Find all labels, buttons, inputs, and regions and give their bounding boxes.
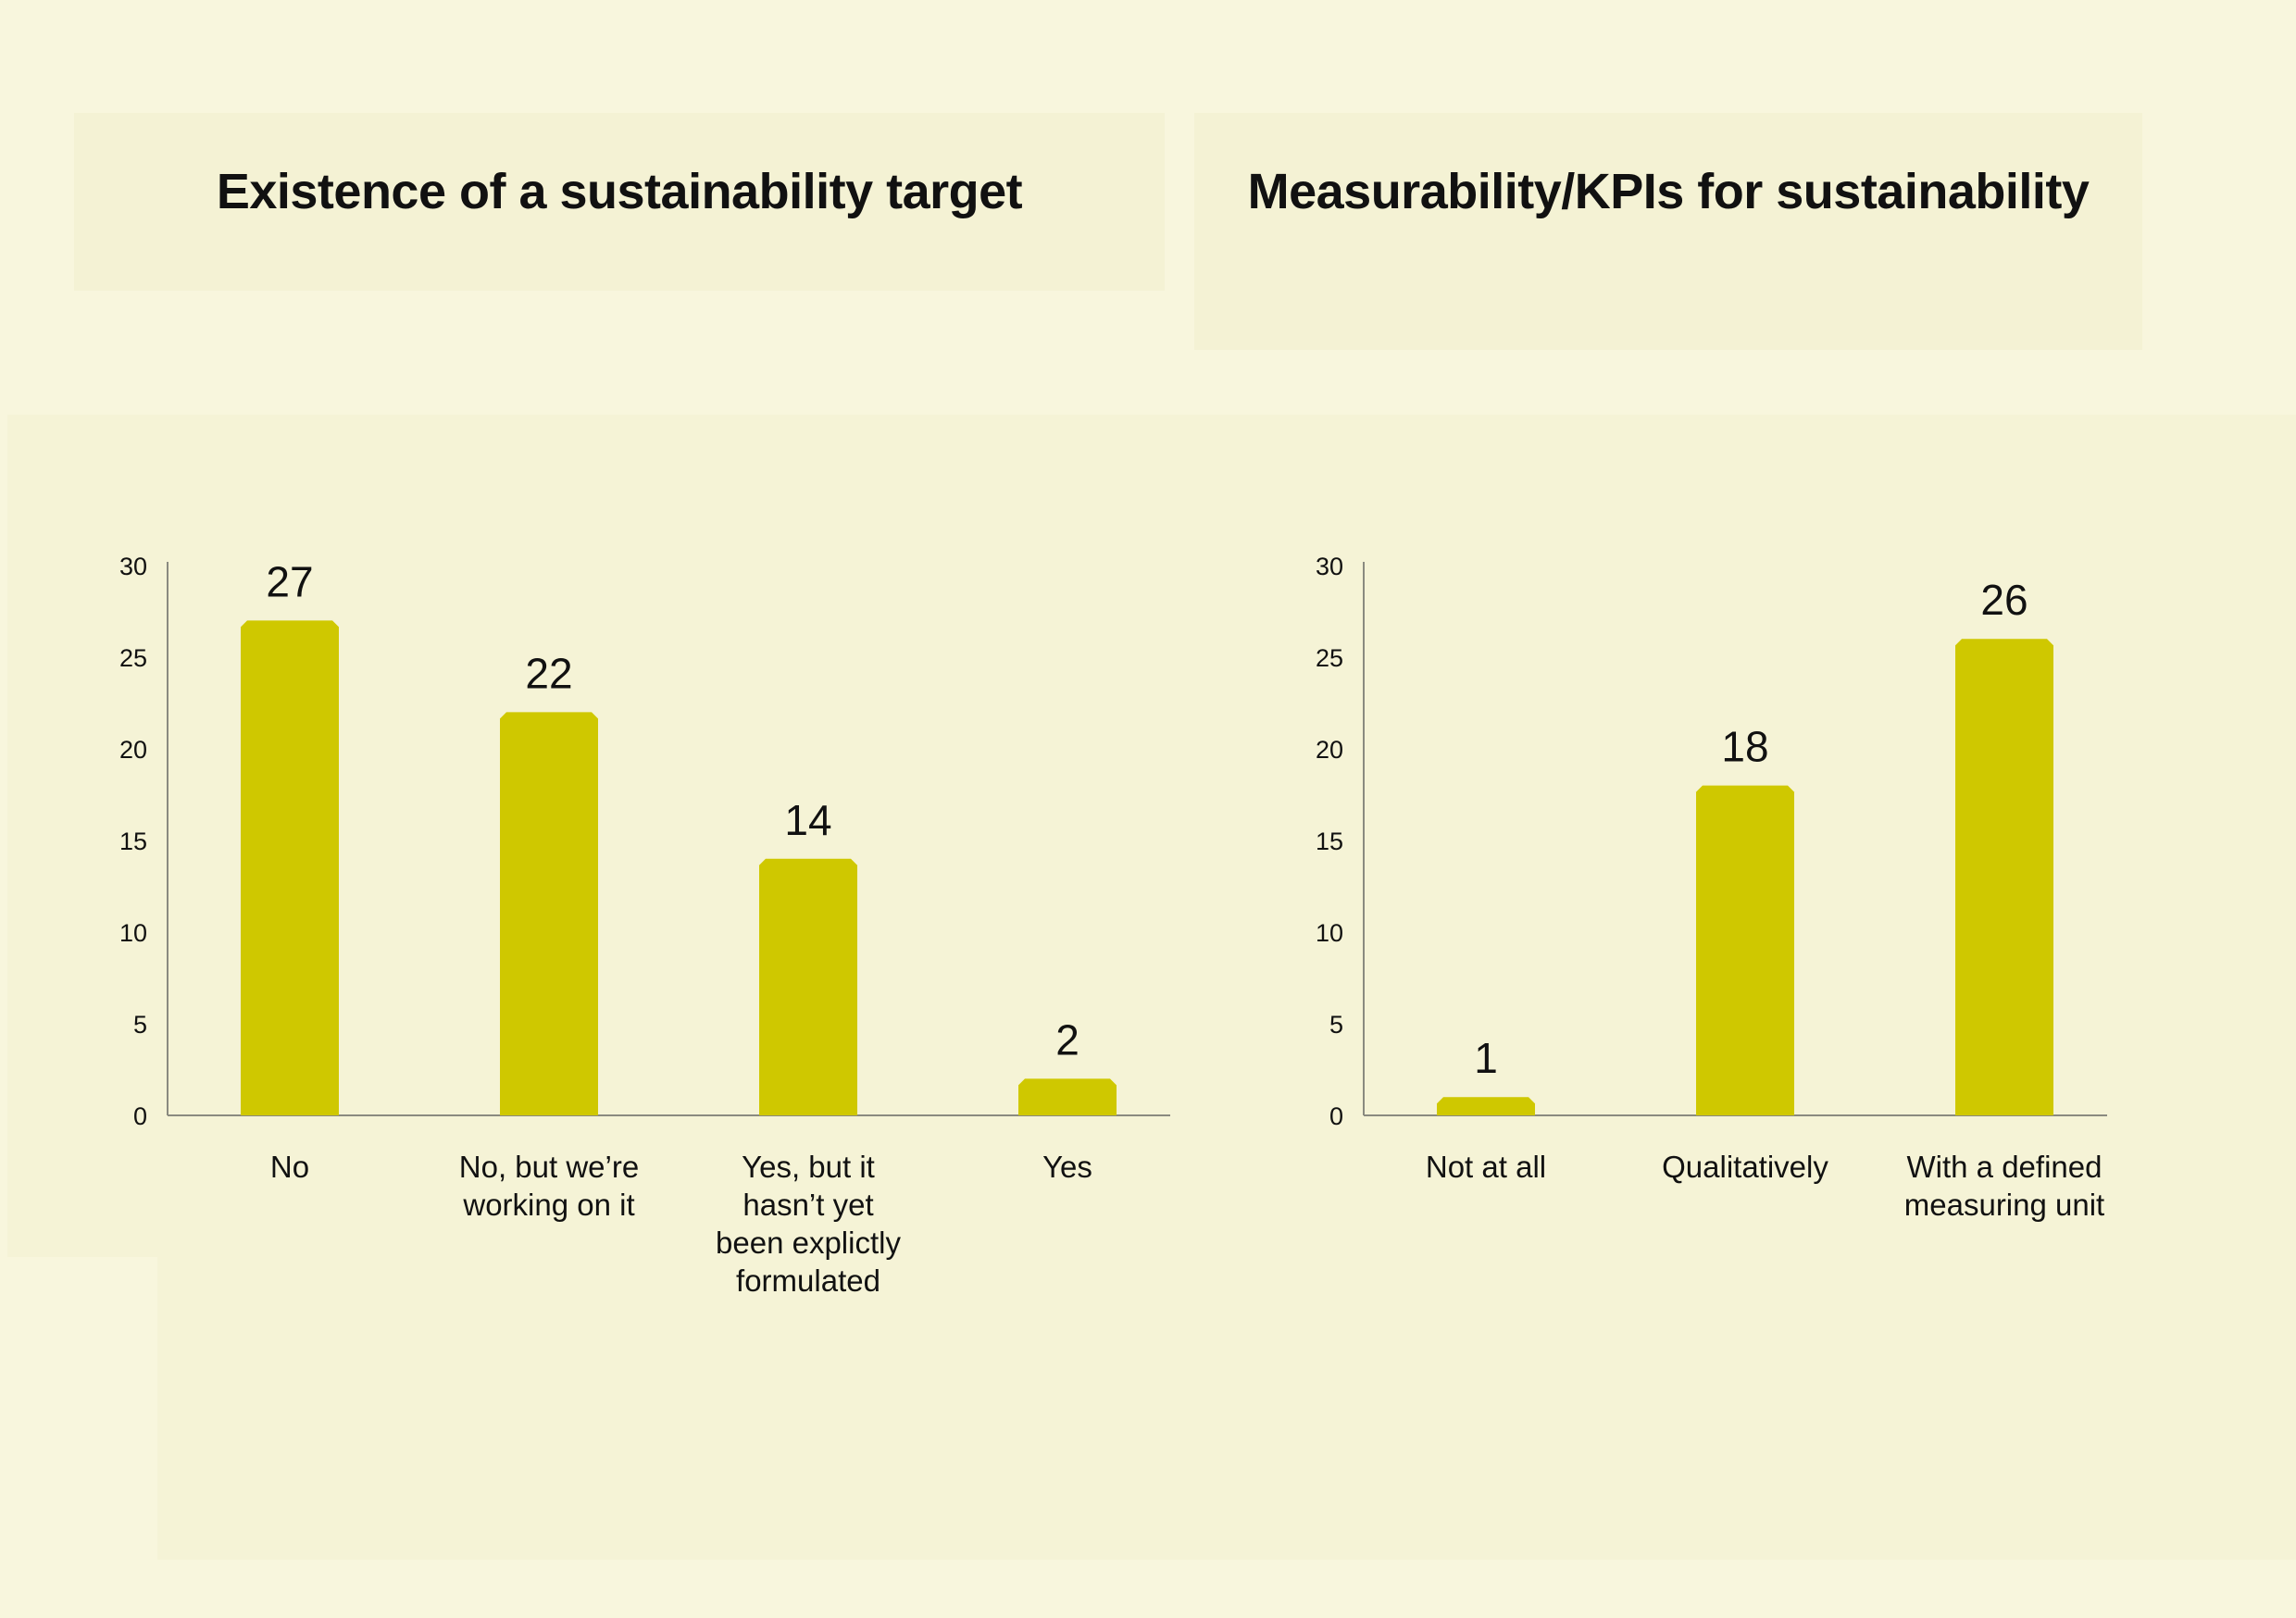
x-category-label-line: Qualitatively xyxy=(1662,1150,1828,1184)
chart-1-title: Existence of a sustainability target xyxy=(216,164,1023,219)
x-category-label: Qualitatively xyxy=(1606,1148,1884,1186)
chart-area-background-lower xyxy=(157,1250,2296,1560)
x-category-label: No, but we’re working on it xyxy=(410,1148,688,1224)
x-category-label-line: measuring unit xyxy=(1903,1188,2105,1222)
bar xyxy=(241,620,339,1115)
x-category-label: No xyxy=(151,1148,429,1186)
x-category-label: Not at all xyxy=(1347,1148,1625,1186)
x-category-label-line: Yes xyxy=(1042,1150,1092,1184)
x-category-label-line: been explictly xyxy=(716,1226,901,1260)
bar xyxy=(759,858,857,1115)
x-category-label-line: With a defined xyxy=(1906,1150,2103,1184)
bar-value-label: 2 xyxy=(1055,1015,1079,1064)
chart-2-title: Measurability/KPIs for sustainability xyxy=(1247,164,2090,219)
x-category-label-line: working on it xyxy=(463,1188,635,1222)
x-category-label-line: Not at all xyxy=(1425,1150,1547,1184)
y-tick-label: 20 xyxy=(119,736,147,764)
y-tick-label: 25 xyxy=(119,644,147,672)
chart-1-title-box: Existence of a sustainability target xyxy=(74,113,1165,291)
x-category-label-line: hasn’t yet xyxy=(742,1188,874,1222)
chart-2-title-box: Measurability/KPIs for sustainability xyxy=(1194,113,2142,350)
y-tick-label: 0 xyxy=(133,1102,147,1130)
x-category-label: With a defined measuring unit xyxy=(1866,1148,2143,1224)
x-category-label-line: No, but we’re xyxy=(458,1150,640,1184)
y-tick-label: 10 xyxy=(119,919,147,947)
bar xyxy=(1018,1078,1117,1115)
x-category-label-line: Yes, but it xyxy=(742,1150,875,1184)
bar-value-label: 14 xyxy=(784,796,831,844)
x-category-label: Yes xyxy=(929,1148,1206,1186)
y-tick-label: 15 xyxy=(119,828,147,855)
x-category-label-line: formulated xyxy=(736,1263,880,1298)
x-category-label-line: No xyxy=(269,1150,310,1184)
bar-value-label: 27 xyxy=(266,557,313,605)
bar xyxy=(500,712,598,1115)
x-category-label: Yes, but it hasn’t yet been explictly formu… xyxy=(669,1148,947,1300)
bar-value-label: 22 xyxy=(525,649,572,697)
y-tick-label: 5 xyxy=(133,1011,147,1039)
chart-area-background xyxy=(7,415,2296,1257)
y-tick-label: 30 xyxy=(119,553,147,580)
